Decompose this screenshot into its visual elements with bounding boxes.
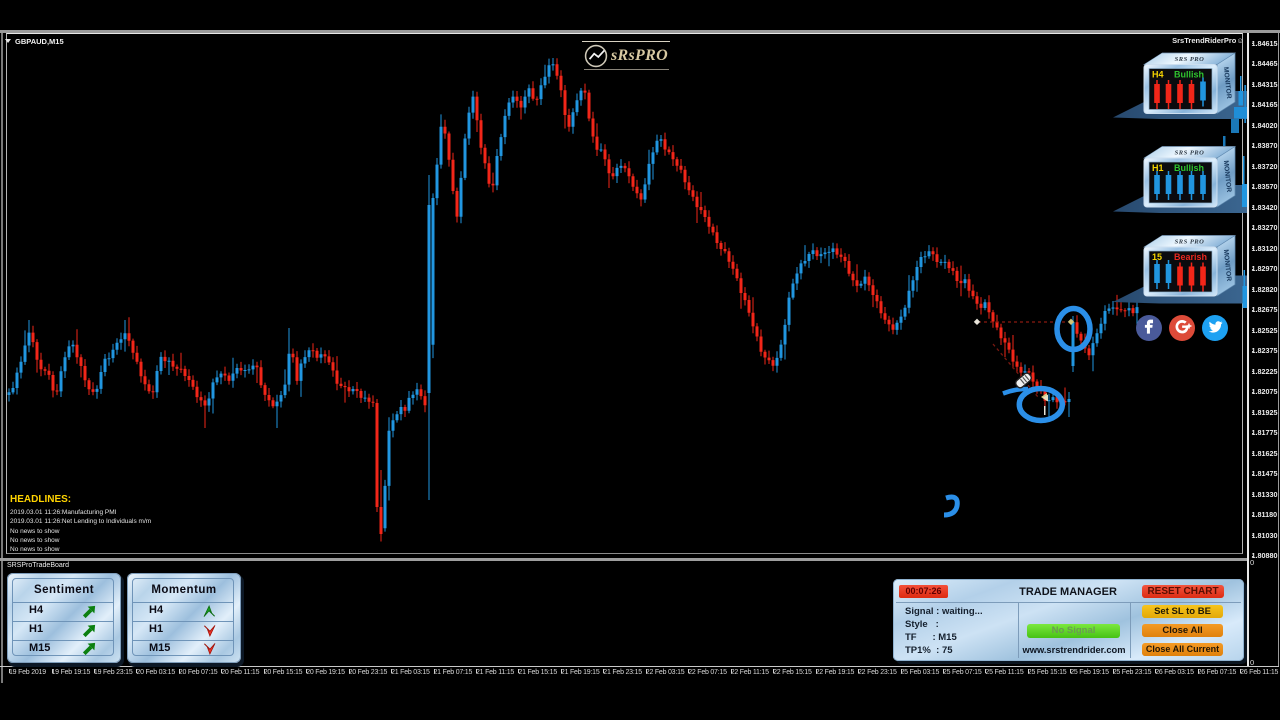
svg-text:SRS PRO: SRS PRO xyxy=(1175,56,1205,63)
svg-text:H4: H4 xyxy=(1152,70,1164,80)
svg-text:SRS PRO: SRS PRO xyxy=(1175,239,1205,246)
svg-text:H1: H1 xyxy=(1152,163,1164,173)
svg-text:Bearish: Bearish xyxy=(1174,252,1207,262)
svg-text:MONITOR: MONITOR xyxy=(1222,67,1232,100)
svg-text:Bullish: Bullish xyxy=(1174,163,1204,173)
svg-text:MONITOR: MONITOR xyxy=(1222,249,1232,282)
svg-text:SRS PRO: SRS PRO xyxy=(1175,150,1205,157)
svg-text:Bullish: Bullish xyxy=(1174,70,1204,80)
svg-text:15: 15 xyxy=(1152,252,1162,262)
svg-text:MONITOR: MONITOR xyxy=(1222,160,1232,193)
